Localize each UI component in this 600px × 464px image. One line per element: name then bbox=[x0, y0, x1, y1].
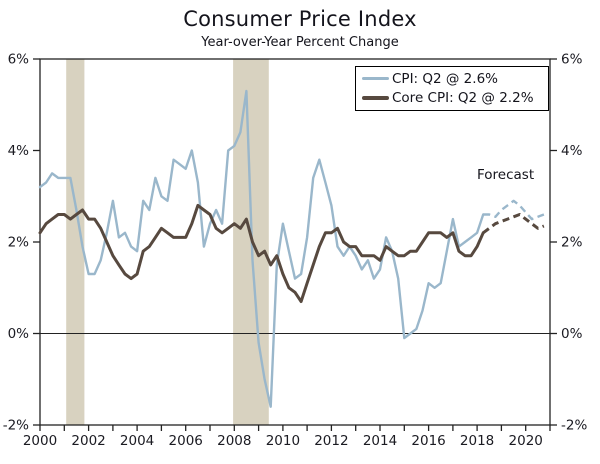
legend-item-cpi: CPI: Q2 @ 2.6% bbox=[362, 69, 542, 88]
core-cpi-forecast-line bbox=[482, 213, 545, 235]
y-tick-label: 4% bbox=[8, 143, 30, 159]
plot-border bbox=[39, 58, 551, 426]
chart-subtitle: Year-over-Year Percent Change bbox=[201, 35, 399, 50]
x-tick-label: 2002 bbox=[71, 433, 105, 449]
x-tick-label: 2006 bbox=[169, 433, 203, 449]
legend-item-core-cpi: Core CPI: Q2 @ 2.2% bbox=[362, 89, 542, 108]
cpi-line bbox=[38, 89, 485, 408]
legend-label-cpi: CPI: Q2 @ 2.6% bbox=[392, 70, 498, 87]
y-tick-label: 2% bbox=[561, 235, 583, 251]
y-tick-label: 4% bbox=[561, 143, 583, 159]
y-tick-label: 0% bbox=[561, 326, 583, 342]
x-tick-label: 2010 bbox=[266, 433, 300, 449]
x-tick-label: 2016 bbox=[411, 433, 445, 449]
forecast-label: Forecast bbox=[477, 167, 535, 183]
y-tick-label: 6% bbox=[8, 52, 30, 68]
x-tick-label: 2018 bbox=[460, 433, 494, 449]
x-tick-label: 2004 bbox=[120, 433, 154, 449]
x-tick-label: 2000 bbox=[23, 433, 57, 449]
y-tick-label: -2% bbox=[561, 418, 587, 434]
chart-title: Consumer Price Index bbox=[183, 7, 417, 31]
x-tick-label: 2014 bbox=[363, 433, 397, 449]
y-tick-label: 0% bbox=[8, 326, 30, 342]
legend-label-core-cpi: Core CPI: Q2 @ 2.2% bbox=[392, 90, 534, 107]
y-tick-label: 6% bbox=[561, 52, 583, 68]
y-tick-label: -2% bbox=[3, 418, 29, 434]
cpi-forecast-line bbox=[483, 199, 545, 221]
core-cpi-line-swatch-icon bbox=[362, 96, 389, 101]
cpi-line-swatch-icon bbox=[362, 77, 389, 81]
x-tick-label: 2020 bbox=[509, 433, 543, 449]
x-tick-label: 2008 bbox=[217, 433, 251, 449]
x-tick-label: 2012 bbox=[314, 433, 348, 449]
core-cpi-line bbox=[38, 203, 485, 303]
y-tick-label: 2% bbox=[8, 235, 30, 251]
legend: CPI: Q2 @ 2.6% Core CPI: Q2 @ 2.2% bbox=[355, 66, 549, 111]
